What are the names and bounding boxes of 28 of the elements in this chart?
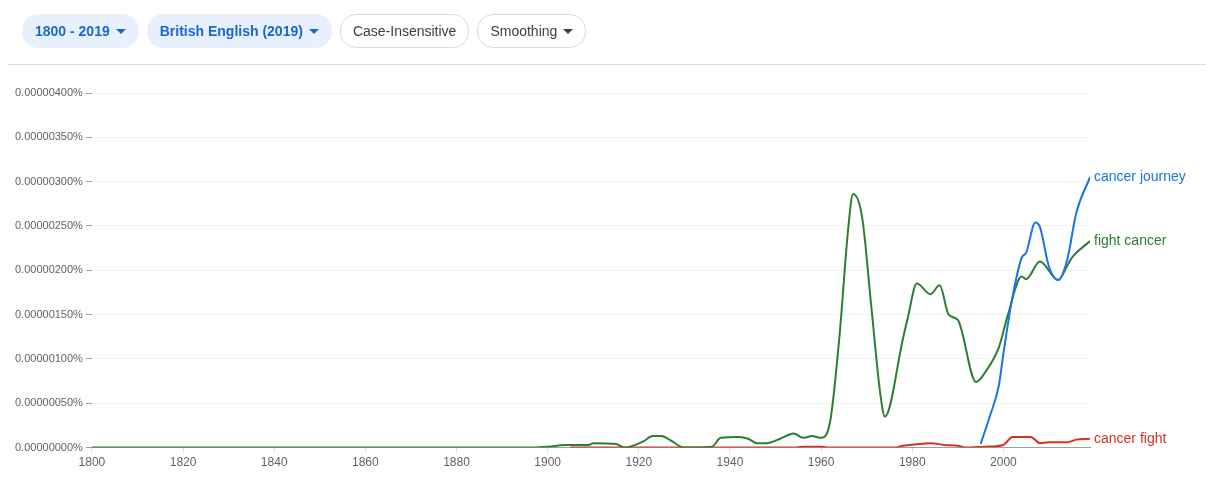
y-tick-label: 0.00000250% bbox=[14, 219, 84, 232]
x-tick-label: 2000 bbox=[990, 455, 1018, 470]
y-tick-label: 0.00000300% bbox=[14, 174, 84, 187]
line-series bbox=[979, 176, 1090, 446]
x-tick-label: 1820 bbox=[169, 455, 197, 470]
x-tick-label: 1940 bbox=[716, 455, 744, 470]
y-tick-label: 0.00000200% bbox=[14, 263, 84, 276]
x-tick-label: 1800 bbox=[78, 455, 106, 470]
series-label: cancer journey bbox=[1094, 168, 1186, 185]
x-tick-label: 1920 bbox=[625, 455, 653, 470]
text: Smoothing bbox=[490, 23, 558, 39]
y-tick-label: 0.00000400% bbox=[14, 86, 84, 99]
y-tick-label: 0.00000100% bbox=[14, 351, 84, 364]
x-tick-label: 1960 bbox=[807, 455, 835, 470]
x-tick-label: 1900 bbox=[534, 455, 562, 470]
x-tick-label: 1880 bbox=[443, 455, 471, 470]
series-label: cancer fight bbox=[1094, 429, 1167, 446]
text: British English (2019) bbox=[159, 23, 303, 39]
y-tick-label: 0.00000350% bbox=[14, 130, 84, 143]
y-tick-label: 0.00000050% bbox=[14, 396, 84, 409]
y-tick-label: 0.00000150% bbox=[14, 307, 84, 320]
text: 1800 - 2019 bbox=[35, 23, 110, 39]
x-tick-label: 1860 bbox=[352, 455, 380, 470]
series-label: fight cancer bbox=[1094, 231, 1167, 248]
x-tick-label: 1840 bbox=[260, 455, 288, 470]
y-tick-label: 0.00000000% bbox=[14, 440, 84, 453]
text: Case-Insensitive bbox=[352, 23, 457, 39]
x-tick-label: 1980 bbox=[898, 455, 926, 470]
